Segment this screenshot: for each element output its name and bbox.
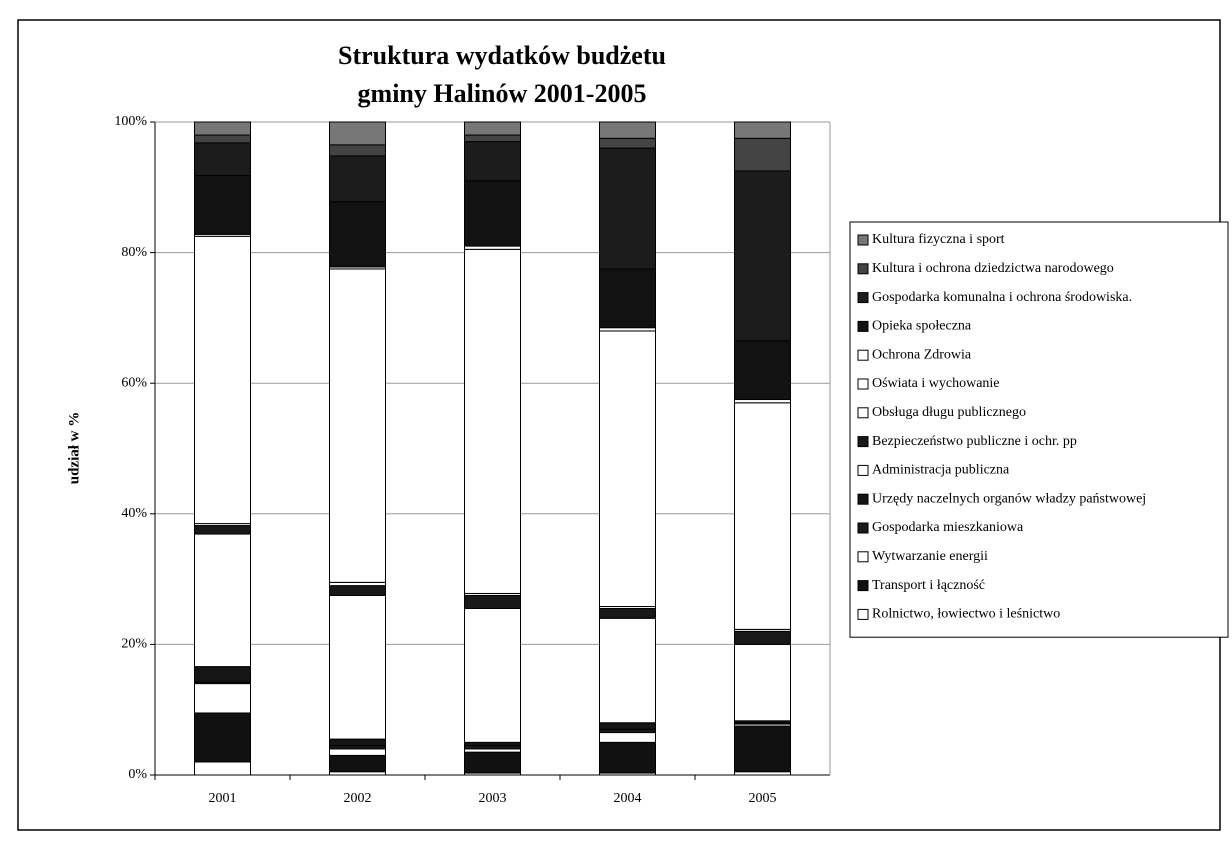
legend-swatch <box>857 436 869 448</box>
bar-segment <box>599 722 656 730</box>
legend-label: Kultura fizyczna i sport <box>872 232 1005 247</box>
y-tick-label: 100% <box>114 114 147 129</box>
x-tick-label: 2002 <box>344 791 372 806</box>
bar-segment <box>329 738 386 747</box>
legend-label: Urzędy naczelnych organów władzy państwo… <box>872 491 1146 506</box>
legend-label: Rolnictwo, łowiectwo i leśnictwo <box>872 607 1060 622</box>
bar-segment <box>194 683 251 714</box>
legend-swatch <box>857 320 869 332</box>
bar-segment <box>464 751 521 774</box>
bar-segment <box>329 144 386 157</box>
bar-segment <box>734 121 791 139</box>
bar-segment <box>734 725 791 773</box>
bar-segment <box>329 594 386 740</box>
legend-swatch <box>857 407 869 419</box>
legend-swatch <box>857 292 869 304</box>
y-tick-label: 80% <box>121 245 147 260</box>
bar-segment <box>329 748 386 756</box>
legend-swatch <box>857 493 869 505</box>
legend-label: Ochrona Zdrowia <box>872 347 972 362</box>
legend-label: Gospodarka komunalna i ochrona środowisk… <box>872 290 1132 305</box>
x-tick-label: 2003 <box>479 791 507 806</box>
legend-swatch <box>857 349 869 361</box>
bar-segment <box>194 134 251 144</box>
bar-segment <box>599 330 656 608</box>
bar-segment <box>194 175 251 235</box>
legend-swatch <box>857 551 869 563</box>
legend-swatch <box>857 263 869 275</box>
y-axis-label: udział w % <box>66 412 82 485</box>
bar-segment <box>599 741 656 774</box>
legend-label: Gospodarka mieszkaniowa <box>872 520 1024 535</box>
bar-segment <box>329 585 386 596</box>
bar-segment <box>599 607 656 619</box>
y-tick-label: 0% <box>128 767 147 782</box>
bar-segment <box>734 643 791 722</box>
bar-segment <box>734 402 791 630</box>
bar-segment <box>464 607 521 743</box>
bar-segment <box>194 121 251 136</box>
bar-segment <box>329 201 386 268</box>
legend-box <box>849 221 1229 638</box>
bar-segment <box>194 533 251 668</box>
bar-segment <box>464 180 521 247</box>
legend-swatch <box>857 378 869 390</box>
bar-segment <box>329 754 386 773</box>
legend-label: Bezpieczeństwo publiczne i ochr. pp <box>872 434 1077 449</box>
bar-segment <box>329 155 386 203</box>
bar-segment <box>599 268 656 329</box>
bar-segment <box>194 712 251 763</box>
legend-swatch <box>857 580 869 592</box>
bar-segment <box>599 147 656 270</box>
legend-label: Administracja publiczna <box>872 463 1010 478</box>
legend-label: Wytwarzanie energii <box>872 549 988 564</box>
bar-segment <box>599 137 656 149</box>
bar-segment <box>734 340 791 401</box>
bar-segment <box>599 732 656 743</box>
legend-label: Oświata i wychowanie <box>872 376 1000 391</box>
bar-segment <box>194 525 251 535</box>
legend-swatch <box>857 608 869 620</box>
y-tick-label: 20% <box>121 637 147 652</box>
bar-segment <box>464 134 521 143</box>
bar-segment <box>599 617 656 724</box>
legend-swatch <box>857 522 869 534</box>
bar-segment <box>599 121 656 139</box>
chart-title: Struktura wydatków budżetu <box>338 41 666 70</box>
bar-segment <box>464 248 521 594</box>
legend-label: Opieka społeczna <box>872 319 972 334</box>
bar-segment <box>734 137 791 172</box>
bar-segment <box>464 594 521 609</box>
bar-segment <box>734 630 791 645</box>
legend-label: Obsługa długu publicznego <box>872 405 1026 420</box>
legend-label: Kultura i ochrona dziedzictwa narodowego <box>872 261 1114 276</box>
x-tick-label: 2001 <box>209 791 237 806</box>
legend-swatch <box>857 464 869 476</box>
x-tick-label: 2005 <box>749 791 777 806</box>
bar-segment <box>734 170 791 342</box>
bar-segment <box>194 235 251 525</box>
legend-swatch <box>857 234 869 246</box>
bar-segment <box>194 142 251 177</box>
y-tick-label: 40% <box>121 506 147 521</box>
bar-segment <box>329 121 386 146</box>
x-tick-label: 2004 <box>614 791 642 806</box>
bar-segment <box>464 141 521 182</box>
bar-segment <box>464 121 521 136</box>
bar-segment <box>194 666 251 683</box>
legend-label: Transport i łączność <box>872 578 985 593</box>
bar-segment <box>329 268 386 583</box>
y-tick-label: 60% <box>121 375 147 390</box>
bar-segment <box>194 761 251 776</box>
chart-title: gminy Halinów 2001-2005 <box>358 79 647 108</box>
